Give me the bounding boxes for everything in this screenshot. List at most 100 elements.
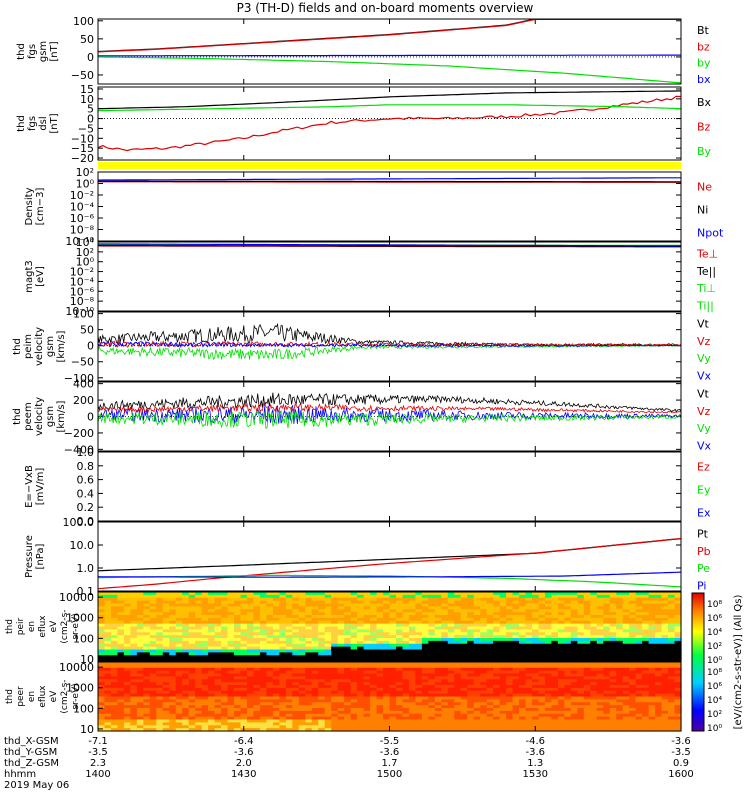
spectrogram-cell [544, 600, 553, 605]
spectrogram-cell [246, 652, 255, 656]
spectrogram-cell [668, 597, 676, 602]
spectrogram-cell [350, 687, 358, 692]
spectrogram-cell [123, 705, 131, 709]
spectrogram-cell [123, 609, 131, 613]
spectrogram-cell [616, 713, 624, 718]
spectrogram-cell [331, 685, 339, 689]
spectrogram-cell [292, 728, 300, 732]
spectrogram-cell [551, 670, 559, 675]
spectrogram-cell [609, 612, 617, 616]
spectrogram-cell [590, 696, 598, 700]
spectrogram-cell [357, 725, 365, 729]
spectrogram-cell [551, 693, 559, 698]
spectrogram-cell [143, 635, 151, 639]
spectrogram-cell [668, 635, 676, 639]
spectrogram-cell [370, 702, 378, 706]
spectrogram-cell [674, 693, 682, 698]
spectrogram-cell [227, 690, 235, 695]
spectrogram-cell [318, 638, 326, 642]
spectrogram-cell [234, 638, 242, 642]
spectrogram-cell [285, 632, 293, 636]
spectrogram-cell [253, 664, 261, 669]
spectrogram-cell [661, 662, 669, 666]
spectrogram-cell [395, 632, 404, 636]
spectrogram-cell [415, 632, 423, 636]
spectrogram-cell [668, 690, 676, 695]
spectrogram-cell [648, 702, 656, 706]
spectrogram-cell [104, 594, 112, 599]
y-axis-label: magt3 [24, 260, 35, 293]
spectrogram-cell [162, 640, 170, 645]
spectrogram-cell [564, 664, 572, 669]
spectrogram-cell [376, 658, 384, 662]
spectrogram-cell [130, 649, 138, 653]
spectrogram-cell [512, 702, 520, 706]
spectrogram-cell [240, 620, 248, 625]
spectrogram-cell [596, 594, 604, 599]
spectrogram-cell [208, 635, 216, 639]
spectrogram-cell [532, 623, 540, 628]
spectrogram-cell [246, 664, 255, 669]
spectrogram-cell [272, 612, 280, 616]
spectrogram-cell [253, 685, 261, 689]
spectrogram-cell [389, 629, 397, 633]
spectrogram-cell [188, 710, 196, 715]
spectrogram-cell [143, 594, 151, 599]
spectrogram-cell [292, 638, 300, 642]
spectrogram-cell [201, 687, 209, 692]
spectrogram-cell [454, 662, 462, 666]
spectrogram-cell [259, 725, 268, 729]
spectrogram-cell [616, 626, 624, 630]
spectrogram-cell [311, 670, 319, 675]
spectrogram-cell [583, 643, 591, 648]
spectrogram-cell [337, 603, 345, 607]
spectrogram-cell [169, 710, 177, 715]
spectrogram-cell [551, 612, 559, 616]
spectrogram-cell [234, 673, 242, 677]
spectrogram-cell [616, 685, 624, 689]
spectrogram-cell [104, 690, 112, 695]
ephemeris-value: -3.6 [671, 736, 691, 747]
spectrogram-cell [214, 713, 222, 718]
spectrogram-cell [182, 612, 190, 616]
spectrogram-cell [357, 655, 365, 659]
spectrogram-cell [156, 646, 164, 651]
spectrogram-cell [395, 629, 404, 633]
spectrogram-cell [506, 612, 514, 616]
spectrogram-cell [331, 710, 339, 715]
spectrogram-cell [603, 646, 611, 651]
spectrogram-cell [538, 600, 546, 605]
spectrogram-cell [149, 600, 157, 605]
spectrogram-cell [188, 606, 196, 610]
spectrogram-cell [408, 652, 417, 656]
spectrogram-cell [428, 708, 436, 712]
legend-Ex: Ex [697, 507, 711, 520]
spectrogram-cell [655, 690, 663, 695]
spectrogram-cell [279, 635, 287, 639]
spectrogram-cell [214, 687, 222, 692]
spectrogram-cell [98, 649, 106, 653]
spectrogram-cell [648, 638, 656, 642]
spectrogram-cell [467, 603, 475, 607]
spectrogram-cell [331, 597, 339, 602]
spectrogram-cell [337, 600, 345, 605]
spectrogram-cell [337, 702, 345, 706]
spectrogram-cell [674, 719, 682, 723]
spectrogram-cell [156, 638, 164, 642]
spectrogram-cell [506, 699, 514, 703]
spectrogram-cell [434, 705, 442, 709]
spectrogram-cell [344, 629, 352, 633]
spectrogram-cell [415, 693, 423, 698]
series-Vz [98, 403, 681, 414]
spectrogram-cell [434, 640, 442, 645]
spectrogram-cell [350, 690, 358, 695]
spectrogram-cell [395, 620, 404, 625]
spectrogram-cell [596, 617, 604, 622]
spectrogram-cell [603, 699, 611, 703]
spectrogram-cell [201, 655, 209, 659]
spectrogram-cell [162, 652, 170, 656]
spectrogram-cell [175, 710, 183, 715]
spectrogram-cell [402, 655, 410, 659]
spectrogram-cell [240, 679, 248, 683]
spectrogram-cell [486, 638, 494, 642]
